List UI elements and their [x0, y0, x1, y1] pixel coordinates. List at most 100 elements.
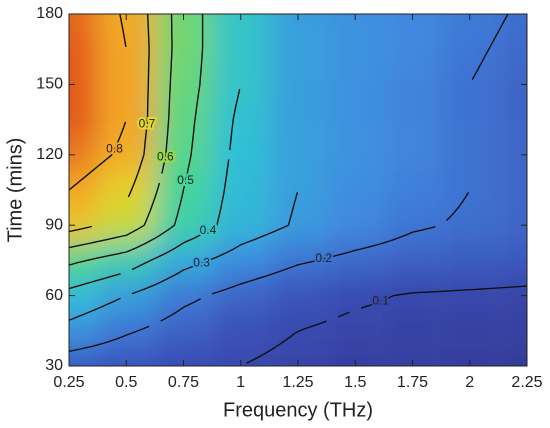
heat-cell [383, 137, 442, 173]
heat-cell [154, 313, 213, 349]
contour-label: 0.6 [157, 149, 174, 163]
heat-cell [498, 31, 527, 67]
x-tick-label: 2 [465, 374, 474, 391]
heat-cell [441, 278, 499, 314]
y-tick-label: 120 [36, 146, 63, 163]
heat-cell [212, 172, 270, 208]
heat-cell [441, 102, 499, 138]
heat-cell [97, 172, 155, 208]
heat-cell [326, 31, 384, 67]
heatmap [69, 14, 527, 366]
heat-cell [212, 31, 270, 67]
heat-cell [326, 278, 384, 314]
y-tick-label: 150 [36, 76, 63, 93]
heat-cell [97, 31, 155, 67]
heat-cell [498, 242, 527, 278]
heat-cell [498, 348, 527, 366]
heat-cell [97, 278, 155, 314]
heat-cell [441, 348, 499, 366]
heat-cell [212, 14, 270, 32]
heat-cell [97, 207, 155, 243]
heat-cell [441, 207, 499, 243]
heat-cell [69, 14, 98, 32]
heat-cell [326, 207, 384, 243]
contour-label: 0.2 [315, 251, 332, 265]
heat-cell [326, 348, 384, 366]
heat-cell [269, 137, 327, 173]
x-tick-label: 1.25 [282, 374, 313, 391]
contour-line [69, 88, 241, 290]
heat-cell [269, 14, 327, 32]
contour-line [246, 285, 527, 364]
heat-cell [383, 14, 442, 32]
contour-line [69, 14, 173, 249]
heat-cell [154, 207, 213, 243]
heat-cell [441, 172, 499, 208]
heat-cell [269, 172, 327, 208]
heat-cell [441, 31, 499, 67]
heat-cell [326, 66, 384, 102]
heat-cell [441, 14, 499, 32]
y-tick-label: 60 [45, 287, 63, 304]
heat-cell [383, 207, 442, 243]
contours: 0.1 0.2 0.3 0.4 0.50.6 0.7 0.8 [69, 14, 527, 364]
heat-cell [69, 172, 98, 208]
y-axis-label: Time (mins) [4, 138, 26, 243]
heat-cell [154, 31, 213, 67]
x-tick-label: 1.5 [344, 374, 366, 391]
heat-cell [383, 31, 442, 67]
contour-label: 0.3 [193, 255, 210, 269]
contour-label: 0.7 [139, 116, 156, 130]
heat-cell [69, 31, 98, 67]
heat-cell [326, 14, 384, 32]
y-tick-label: 90 [45, 216, 63, 233]
heat-cell [326, 242, 384, 278]
heat-cell [97, 14, 155, 32]
heat-cell [441, 137, 499, 173]
heat-cell [383, 102, 442, 138]
heat-cell [383, 313, 442, 349]
heat-cell [441, 242, 499, 278]
x-tick-label: 1 [236, 374, 245, 391]
heat-cell [441, 313, 499, 349]
contour-line [69, 14, 204, 266]
heat-cell [154, 14, 213, 32]
y-tick-label: 180 [36, 5, 63, 22]
heat-cell [441, 66, 499, 102]
heat-cell [69, 102, 98, 138]
heat-cell [212, 137, 270, 173]
heat-cell [97, 313, 155, 349]
x-tick-label: 0.75 [168, 374, 199, 391]
heat-cell [326, 172, 384, 208]
heat-cell [154, 348, 213, 366]
x-axis-label: Frequency (THz) [223, 399, 373, 421]
heat-cell [269, 348, 327, 366]
heat-cell [383, 348, 442, 366]
contour-line [69, 192, 299, 321]
heat-cell [269, 278, 327, 314]
heat-cell [498, 313, 527, 349]
axes: 0.25 0.5 0.75 1 1.25 1.5 1.75 2 2.25 30 60 90 120 150… [36, 5, 542, 391]
contour-line [69, 14, 509, 352]
heat-cell [498, 14, 527, 32]
heat-cell [383, 172, 442, 208]
x-tick-label: 0.25 [53, 374, 84, 391]
heat-cell [212, 102, 270, 138]
y-tick-label: 30 [45, 357, 63, 374]
heat-cell [69, 207, 98, 243]
heat-cell [269, 102, 327, 138]
heat-cell [154, 242, 213, 278]
heat-cell [97, 242, 155, 278]
contour-label: 0.4 [200, 223, 217, 237]
heat-cell [326, 313, 384, 349]
heat-cell [154, 102, 213, 138]
heat-cell [69, 313, 98, 349]
contour-label: 0.5 [177, 173, 194, 187]
heat-cell [69, 348, 98, 366]
contour-line [69, 14, 127, 191]
heat-cell [269, 66, 327, 102]
heat-cell [97, 66, 155, 102]
heat-cell [69, 242, 98, 278]
heat-cell [212, 242, 270, 278]
